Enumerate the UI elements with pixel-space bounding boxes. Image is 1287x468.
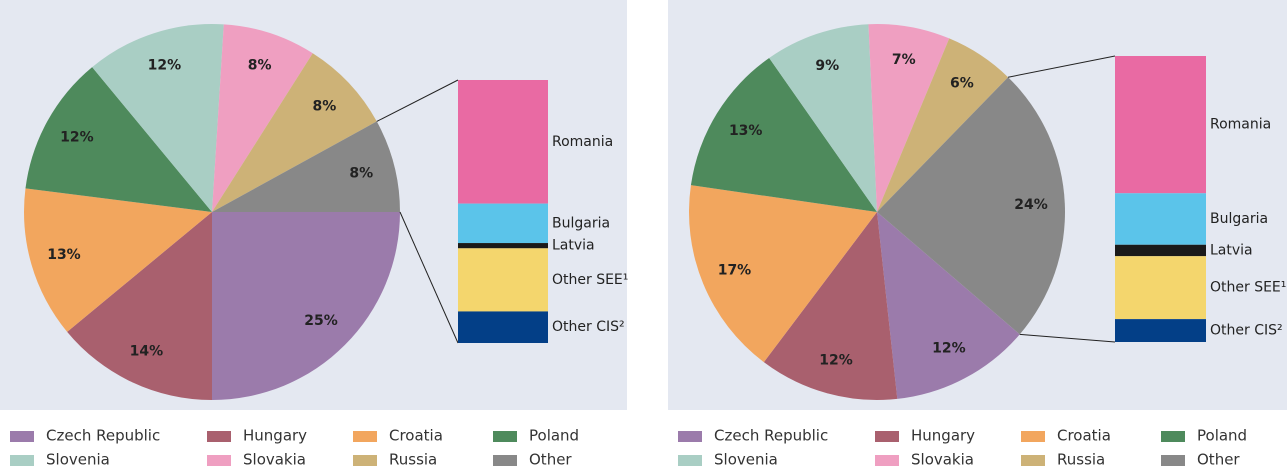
connector bbox=[376, 79, 459, 122]
legend-swatch bbox=[1021, 455, 1045, 466]
legend-swatch bbox=[353, 455, 377, 466]
pie-slice bbox=[763, 212, 898, 400]
pie-slice bbox=[690, 57, 877, 212]
slice-label: 13% bbox=[729, 123, 763, 139]
slice-label: 7% bbox=[892, 52, 916, 68]
breakdown-bar bbox=[1115, 256, 1206, 320]
pie-slice bbox=[877, 212, 1020, 399]
breakdown-label: Other CIS² bbox=[552, 319, 625, 335]
legend-swatch bbox=[678, 455, 702, 466]
legend-swatch bbox=[1161, 431, 1185, 442]
breakdown-bar bbox=[1115, 244, 1206, 257]
pie-slice bbox=[868, 24, 950, 213]
pie-slice bbox=[212, 53, 377, 212]
legend-swatch bbox=[678, 431, 702, 442]
legend-label: Other bbox=[1197, 451, 1240, 468]
breakdown-label: Latvia bbox=[552, 238, 595, 254]
breakdown-label: Bulgaria bbox=[552, 215, 610, 231]
pie-slice bbox=[92, 23, 224, 212]
slice-label: 12% bbox=[819, 353, 853, 369]
breakdown-bar bbox=[458, 248, 548, 312]
legend-label: Croatia bbox=[1057, 427, 1111, 445]
slice-label: 12% bbox=[932, 340, 966, 356]
slice-label: 12% bbox=[148, 57, 182, 73]
breakdown-bar bbox=[1115, 319, 1206, 342]
breakdown-bar bbox=[458, 243, 548, 249]
pie-slice bbox=[877, 77, 1065, 335]
breakdown-label: Other SEE¹ bbox=[1210, 280, 1286, 296]
legend-swatch bbox=[875, 455, 899, 466]
pie-slice bbox=[688, 185, 877, 363]
legend-swatch bbox=[875, 431, 899, 442]
pie-slice bbox=[769, 24, 877, 213]
legend-label: Czech Republic bbox=[46, 427, 160, 445]
pie-slice bbox=[212, 212, 400, 400]
legend-label: Hungary bbox=[243, 427, 307, 445]
breakdown-label: Bulgaria bbox=[1210, 211, 1268, 227]
slice-label: 25% bbox=[304, 313, 338, 329]
legend-swatch bbox=[1021, 431, 1045, 442]
slice-label: 9% bbox=[815, 58, 839, 74]
legend-swatch bbox=[10, 431, 34, 442]
slice-label: 17% bbox=[718, 263, 752, 279]
slice-label: 8% bbox=[312, 98, 336, 114]
connector bbox=[1007, 55, 1116, 78]
slice-label: 8% bbox=[248, 57, 272, 73]
breakdown-label: Romania bbox=[552, 134, 613, 150]
legend-label: Russia bbox=[1057, 451, 1105, 468]
breakdown-bar bbox=[458, 203, 548, 244]
legend-swatch bbox=[493, 431, 517, 442]
legend-label: Hungary bbox=[911, 427, 975, 445]
legend-swatch bbox=[10, 455, 34, 466]
legend-label: Poland bbox=[1197, 427, 1247, 445]
pie-slice bbox=[23, 188, 212, 332]
pie-slice bbox=[212, 24, 313, 213]
legend-swatch bbox=[493, 455, 517, 466]
legend-label: Other bbox=[529, 451, 572, 468]
slice-label: 13% bbox=[47, 247, 81, 263]
legend-swatch bbox=[353, 431, 377, 442]
breakdown-label: Other SEE¹ bbox=[552, 272, 628, 288]
breakdown-label: Latvia bbox=[1210, 242, 1253, 258]
breakdown-label: Other CIS² bbox=[1210, 323, 1283, 339]
pie-slice bbox=[25, 67, 212, 212]
pie-slice bbox=[877, 38, 1009, 212]
pie-slice bbox=[212, 121, 400, 212]
breakdown-bar bbox=[458, 311, 548, 343]
legend-swatch bbox=[207, 431, 231, 442]
legend-label: Slovakia bbox=[243, 451, 306, 468]
legend-label: Russia bbox=[389, 451, 437, 468]
legend-label: Czech Republic bbox=[714, 427, 828, 445]
legend-swatch bbox=[207, 455, 231, 466]
legend-label: Croatia bbox=[389, 427, 443, 445]
legend-swatch bbox=[1161, 455, 1185, 466]
connector bbox=[1019, 333, 1116, 343]
breakdown-bar bbox=[1115, 56, 1206, 194]
legend-label: Poland bbox=[529, 427, 579, 445]
slice-label: 12% bbox=[60, 130, 94, 146]
legend-label: Slovenia bbox=[46, 451, 110, 468]
slice-label: 14% bbox=[130, 343, 164, 359]
breakdown-label: Romania bbox=[1210, 117, 1271, 133]
legend-label: Slovakia bbox=[911, 451, 974, 468]
breakdown-bar bbox=[458, 80, 548, 204]
slice-label: 6% bbox=[950, 75, 974, 91]
slice-label: 8% bbox=[349, 166, 373, 182]
legend-label: Slovenia bbox=[714, 451, 778, 468]
pie-slice bbox=[67, 212, 212, 400]
slice-label: 24% bbox=[1014, 197, 1048, 213]
connector bbox=[399, 211, 459, 344]
breakdown-bar bbox=[1115, 193, 1206, 245]
